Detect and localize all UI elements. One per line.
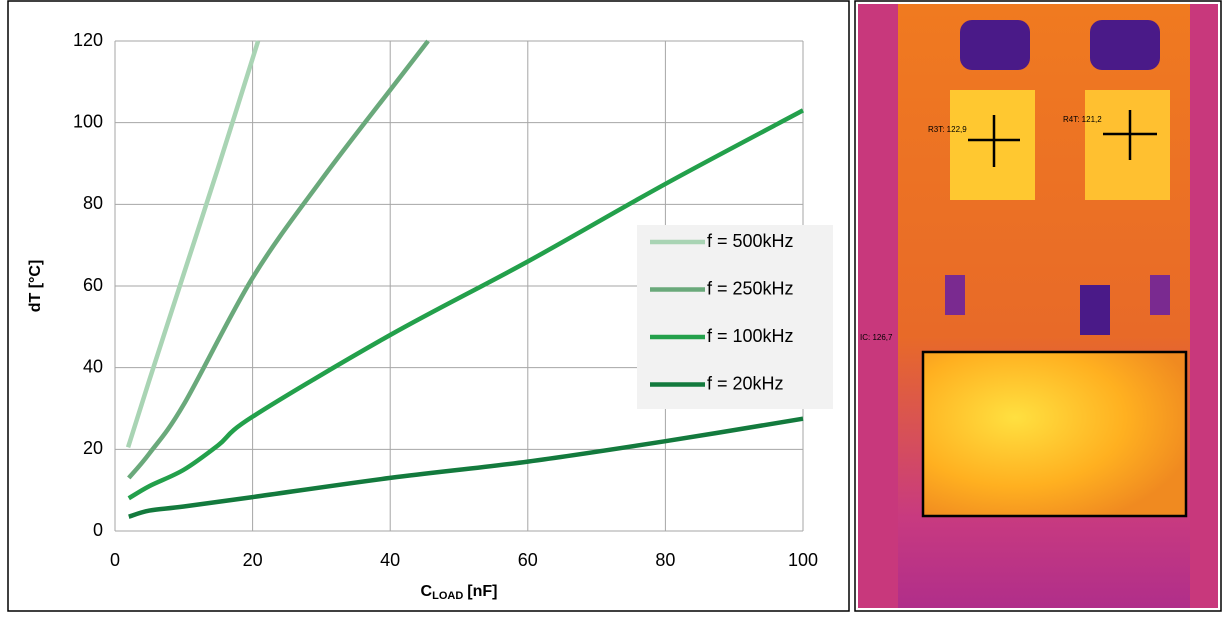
legend-label: f = 100kHz: [707, 326, 794, 346]
y-tick-label: 120: [73, 30, 103, 50]
x-tick-label: 20: [243, 550, 263, 570]
legend-label: f = 500kHz: [707, 231, 794, 251]
x-axis-title: CLOAD [nF]: [421, 583, 498, 602]
x-tick-label: 0: [110, 550, 120, 570]
legend-label: f = 250kHz: [707, 278, 794, 298]
thermal-hot: [1085, 90, 1170, 200]
x-title-sub: LOAD: [432, 590, 463, 602]
thermal-cold: [1080, 285, 1110, 335]
probe-label: IC: 126,7: [860, 333, 893, 342]
thermal-image: R3T: 122,9 R4T: 121,2 IC: 126,7: [858, 4, 1218, 608]
crosshairs: [968, 110, 1157, 167]
thermal-cold: [1090, 20, 1160, 70]
thermal-hot: [950, 90, 1035, 200]
probe-label: R3T: 122,9: [928, 125, 967, 134]
x-tick-label: 100: [788, 550, 818, 570]
thermal-cold: [1150, 275, 1170, 315]
thermal-cold: [945, 275, 965, 315]
legend-label: f = 20kHz: [707, 373, 784, 393]
x-tick-label: 80: [655, 550, 675, 570]
x-title-unit: [nF]: [467, 583, 497, 600]
ic-box: [921, 350, 1188, 518]
x-title-main: C: [421, 583, 433, 600]
probe-label: R4T: 121,2: [1063, 115, 1102, 124]
series-line: [125, 40, 261, 448]
thermal-edge: [1190, 4, 1218, 608]
y-tick-label: 60: [83, 275, 103, 295]
thermal-edge: [858, 4, 898, 608]
series-line: [128, 416, 804, 519]
series-line: [127, 108, 805, 501]
y-tick-label: 80: [83, 193, 103, 213]
x-tick-label: 40: [380, 550, 400, 570]
thermal-cold: [960, 20, 1030, 70]
image-frame: [854, 0, 1222, 612]
y-tick-label: 0: [93, 520, 103, 540]
y-axis-title: dT [°C]: [27, 260, 44, 313]
chart-frame: [7, 0, 850, 612]
legend-box: [637, 225, 833, 409]
y-tick-label: 100: [73, 111, 103, 131]
x-tick-label: 60: [518, 550, 538, 570]
y-tick-label: 40: [83, 356, 103, 376]
series-line: [127, 39, 430, 480]
y-tick-label: 20: [83, 438, 103, 458]
